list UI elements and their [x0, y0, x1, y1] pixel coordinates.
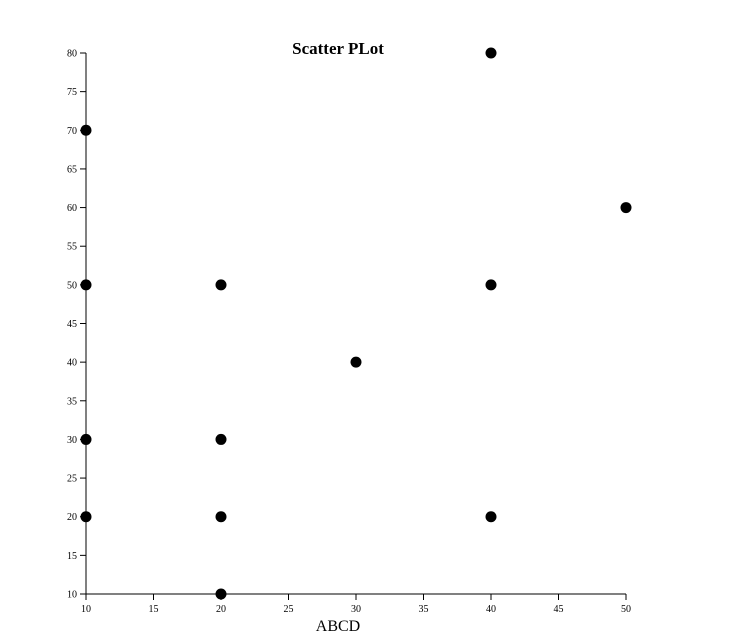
data-point — [215, 588, 227, 600]
data-point — [215, 433, 227, 445]
x-tick-label: 35 — [419, 604, 429, 615]
y-tick-label: 55 — [67, 242, 77, 253]
y-tick-label: 60 — [67, 203, 77, 214]
y-tick-label: 65 — [67, 164, 77, 175]
x-axis-title: ABCD — [316, 618, 360, 635]
y-tick-label: 70 — [67, 126, 77, 137]
x-tick-label: 30 — [351, 604, 361, 615]
x-tick-label: 50 — [621, 604, 631, 615]
x-tick-label: 20 — [216, 604, 226, 615]
data-point — [485, 279, 497, 291]
y-tick-label: 45 — [67, 319, 77, 330]
x-tick-label: 10 — [81, 604, 91, 615]
data-point — [215, 279, 227, 291]
x-tick-label: 40 — [486, 604, 496, 615]
data-point — [80, 433, 92, 445]
data-point — [485, 47, 497, 59]
y-tick-label: 40 — [67, 358, 77, 369]
y-tick-label: 10 — [67, 590, 77, 601]
scatter-points — [80, 47, 632, 600]
chart-title: Scatter PLot — [292, 39, 384, 58]
data-point — [80, 124, 92, 136]
data-point — [485, 511, 497, 523]
data-point — [350, 356, 362, 368]
data-point — [215, 511, 227, 523]
y-tick-label: 30 — [67, 435, 77, 446]
data-point — [80, 511, 92, 523]
data-point — [80, 279, 92, 291]
y-tick-label: 25 — [67, 474, 77, 485]
y-tick-label: 75 — [67, 87, 77, 98]
x-tick-label: 45 — [554, 604, 564, 615]
x-tick-label: 15 — [149, 604, 159, 615]
y-tick-label: 35 — [67, 396, 77, 407]
x-tick-label: 25 — [284, 604, 294, 615]
y-tick-label: 50 — [67, 280, 77, 291]
x-axis: 10 15 20 25 30 35 40 45 50 — [81, 593, 631, 615]
y-tick-label: 20 — [67, 512, 77, 523]
data-point — [620, 202, 632, 214]
y-tick-label: 15 — [67, 551, 77, 562]
y-tick-label: 80 — [67, 49, 77, 60]
